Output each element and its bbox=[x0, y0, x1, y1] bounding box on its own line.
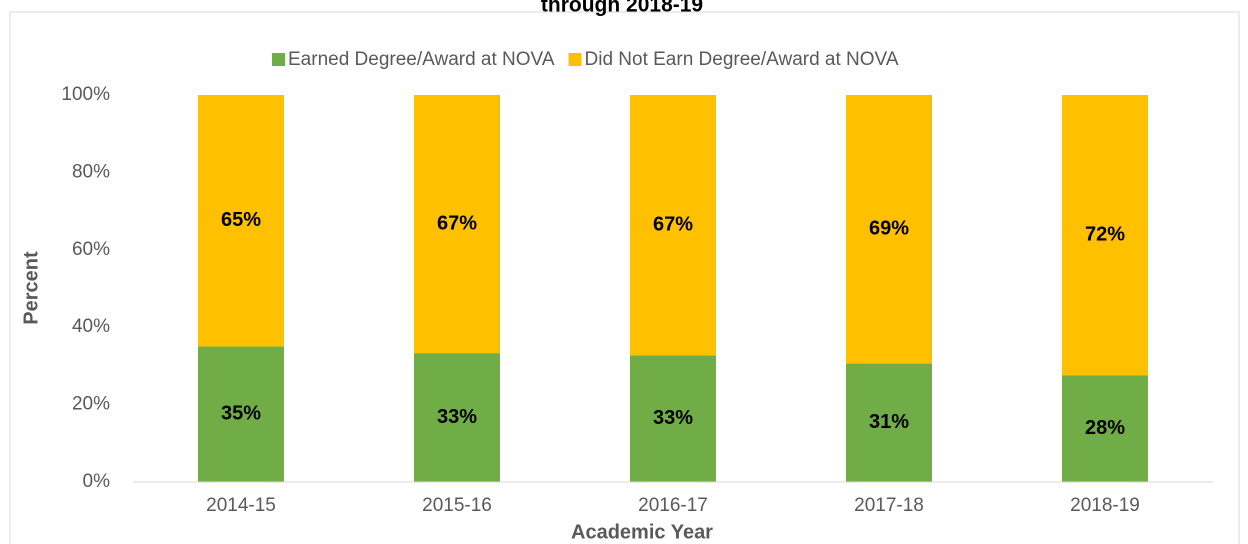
data-label: 69% bbox=[869, 218, 909, 240]
y-tick-label: 80% bbox=[72, 161, 110, 182]
y-tick-label: 60% bbox=[72, 239, 110, 260]
y-tick-label: 100% bbox=[61, 84, 110, 105]
bar-segment bbox=[198, 346, 284, 482]
data-label: 72% bbox=[1085, 223, 1125, 245]
data-label: 67% bbox=[653, 214, 693, 236]
y-tick-label: 0% bbox=[83, 471, 111, 492]
x-tick-label: 2014-15 bbox=[206, 495, 276, 516]
bar-segment bbox=[1062, 95, 1148, 376]
data-label: 67% bbox=[437, 212, 477, 234]
chart-frame bbox=[9, 11, 1240, 544]
bar-segment bbox=[414, 353, 500, 482]
bar-segment bbox=[414, 95, 500, 354]
x-tick-label: 2016-17 bbox=[638, 495, 708, 516]
data-label: 65% bbox=[221, 209, 261, 231]
legend-label: Did Not Earn Degree/Award at NOVA bbox=[585, 49, 899, 70]
bar-segment bbox=[630, 355, 716, 482]
y-tick-label: 40% bbox=[72, 316, 110, 337]
data-label: 28% bbox=[1085, 417, 1125, 439]
x-tick-label: 2015-16 bbox=[422, 495, 492, 516]
legend-swatch bbox=[568, 53, 582, 66]
bar-segment bbox=[846, 95, 932, 364]
x-axis-title: Academic Year bbox=[571, 521, 713, 543]
data-label: 35% bbox=[221, 403, 261, 425]
legend-label: Earned Degree/Award at NOVA bbox=[288, 49, 555, 70]
bar-segment bbox=[1062, 375, 1148, 482]
x-tick-label: 2018-19 bbox=[1070, 495, 1140, 516]
y-axis-title: Percent bbox=[20, 251, 42, 325]
data-label: 31% bbox=[869, 411, 909, 433]
y-tick-label: 20% bbox=[72, 394, 110, 415]
legend-swatch bbox=[272, 53, 285, 66]
bar-segment bbox=[630, 95, 716, 356]
chart-title: through 2018-19 bbox=[541, 0, 703, 17]
bar-segment bbox=[846, 363, 932, 482]
bar-segment bbox=[198, 95, 284, 347]
data-label: 33% bbox=[437, 406, 477, 428]
x-tick-label: 2017-18 bbox=[854, 495, 924, 516]
data-label: 33% bbox=[653, 407, 693, 429]
